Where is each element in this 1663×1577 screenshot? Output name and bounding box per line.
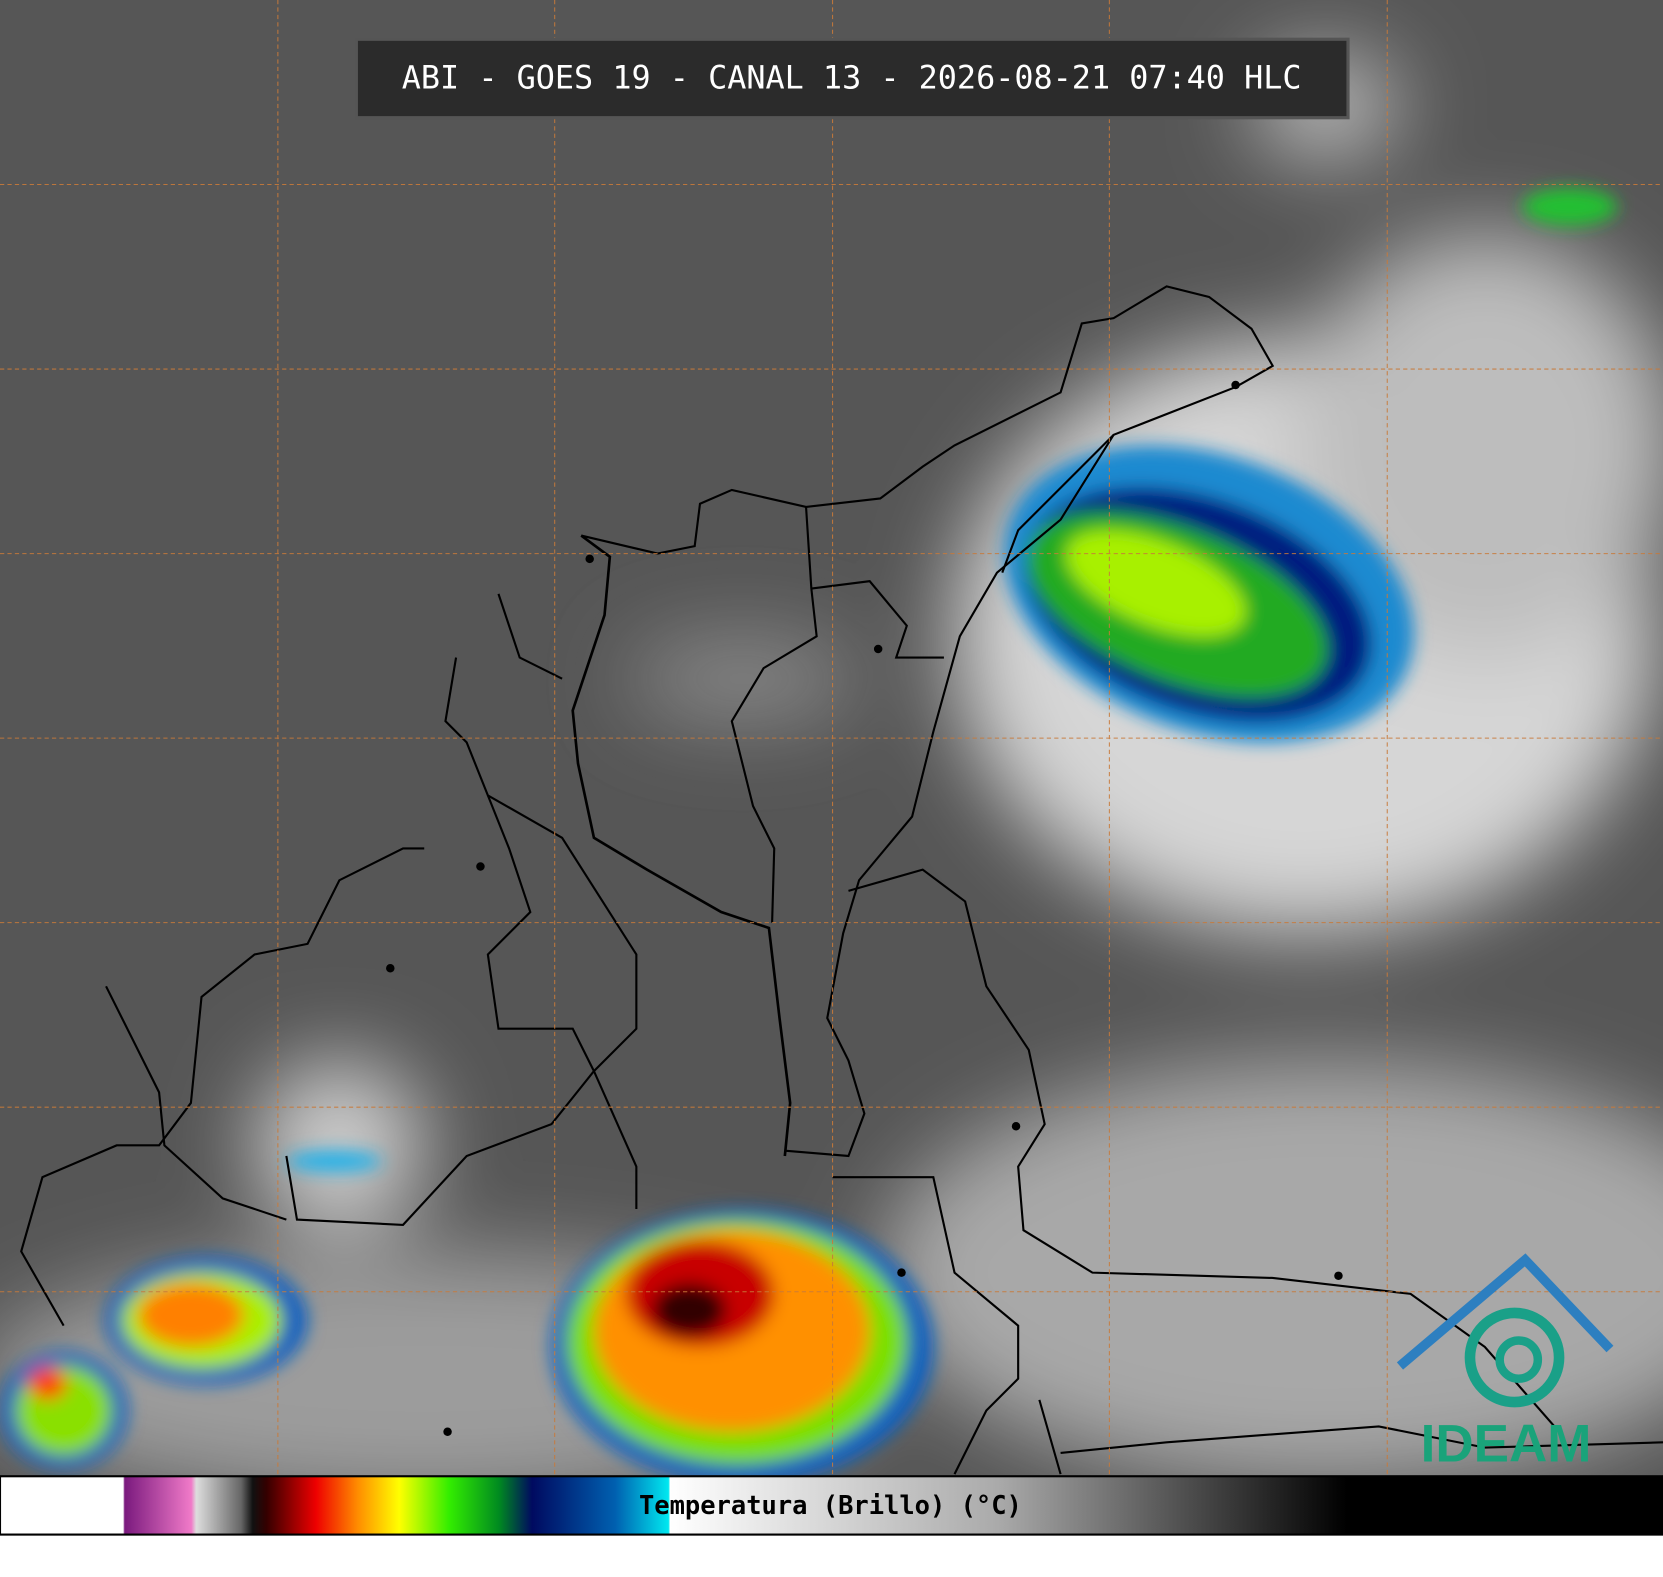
logo: IDEAM xyxy=(1396,1253,1614,1474)
title: ABI - GOES 19 - CANAL 13 - 2026-08-21 07… xyxy=(402,59,1302,97)
title-box: ABI - GOES 19 - CANAL 13 - 2026-08-21 07… xyxy=(354,37,1350,120)
borders xyxy=(20,285,1663,1475)
colorbar: Temperatura (Brillo) (°C) xyxy=(0,1475,1663,1577)
clouds xyxy=(0,53,1663,1506)
logo-text: IDEAM xyxy=(1421,1415,1592,1474)
graticule xyxy=(0,0,1663,1477)
colorbar-label: Temperatura (Brillo) (°C) xyxy=(639,1491,1022,1521)
cities xyxy=(386,380,1343,1436)
